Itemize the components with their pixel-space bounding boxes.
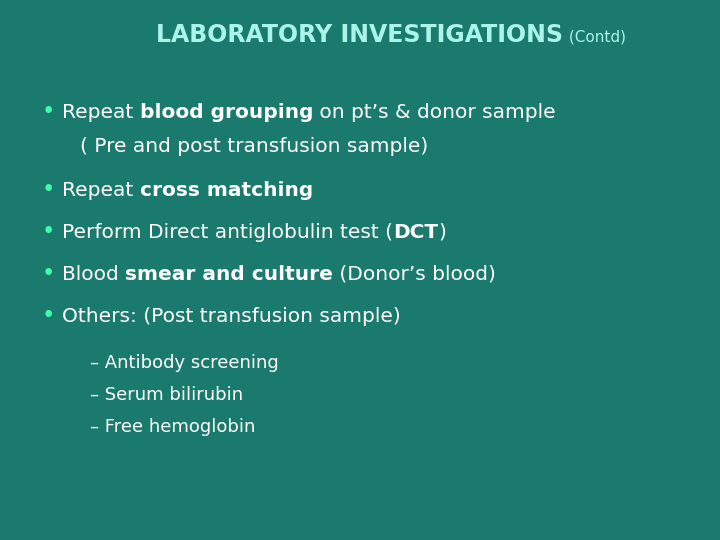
Text: •: • (42, 220, 55, 243)
Text: (Donor’s blood): (Donor’s blood) (333, 265, 496, 284)
Text: – Antibody screening: – Antibody screening (90, 354, 279, 372)
Text: (Contd): (Contd) (564, 30, 626, 45)
Text: Repeat: Repeat (62, 181, 140, 200)
Text: blood grouping: blood grouping (140, 103, 313, 122)
Text: •: • (42, 100, 55, 123)
Text: smear and culture: smear and culture (125, 265, 333, 284)
Text: Blood: Blood (62, 265, 125, 284)
Text: •: • (42, 262, 55, 285)
Text: – Free hemoglobin: – Free hemoglobin (90, 418, 256, 436)
Text: DCT: DCT (393, 223, 438, 242)
Text: cross matching: cross matching (140, 181, 313, 200)
Text: on pt’s & donor sample: on pt’s & donor sample (313, 103, 556, 122)
Text: •: • (42, 178, 55, 201)
Text: LABORATORY INVESTIGATIONS: LABORATORY INVESTIGATIONS (156, 23, 564, 47)
Text: ): ) (438, 223, 446, 242)
Text: Perform Direct antiglobulin test (: Perform Direct antiglobulin test ( (62, 223, 393, 242)
Text: Others: (Post transfusion sample): Others: (Post transfusion sample) (62, 307, 401, 326)
Text: ( Pre and post transfusion sample): ( Pre and post transfusion sample) (80, 137, 428, 156)
Text: – Serum bilirubin: – Serum bilirubin (90, 386, 243, 404)
Text: •: • (42, 304, 55, 327)
Text: Repeat: Repeat (62, 103, 140, 122)
